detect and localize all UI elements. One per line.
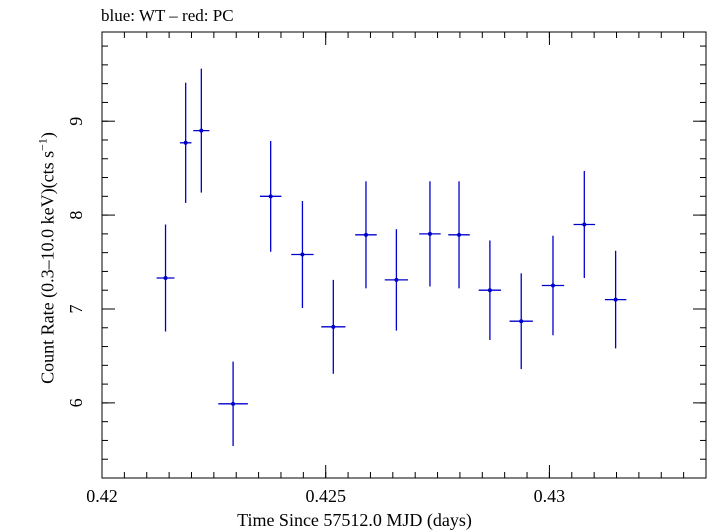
point-marker <box>268 194 273 199</box>
data-point <box>604 250 627 349</box>
x-tick-label: 0.43 <box>534 486 566 506</box>
point-marker <box>163 276 168 281</box>
y-axis-label-suffix: ) <box>37 132 58 139</box>
data-point <box>509 273 533 370</box>
data-point <box>259 140 282 252</box>
point-marker <box>394 277 399 282</box>
tick-labels: 0.42 0.425 0.43 6 7 8 9 <box>66 117 565 506</box>
data-marks <box>156 68 627 447</box>
data-point <box>478 240 502 340</box>
point-marker <box>199 128 204 133</box>
plot-frame <box>101 31 707 479</box>
data-point <box>541 235 565 336</box>
x-axis-label: Time Since 57512.0 MJD (days) <box>237 510 472 530</box>
chart-title: blue: WT – red: PC <box>101 6 234 25</box>
point-marker <box>300 252 305 257</box>
point-marker <box>457 232 462 237</box>
point-marker <box>519 319 524 324</box>
data-point <box>573 170 596 279</box>
y-axis-label-prefix: Count Rate (0.3–10.0 keV)(cts s <box>37 150 58 384</box>
point-marker <box>183 140 188 145</box>
point-marker <box>487 288 492 293</box>
x-tick-label: 0.425 <box>305 486 346 506</box>
point-marker <box>331 324 336 329</box>
y-tick-label: 8 <box>66 211 86 220</box>
y-tick-label: 6 <box>66 398 86 407</box>
data-point <box>291 201 314 309</box>
point-marker <box>582 222 587 227</box>
data-point <box>179 82 192 203</box>
point-marker <box>231 401 236 406</box>
data-point <box>419 181 441 287</box>
data-point <box>355 181 377 289</box>
data-point <box>193 68 210 193</box>
y-tick-label: 9 <box>66 117 86 126</box>
data-point <box>321 279 346 374</box>
point-marker <box>427 231 432 236</box>
point-marker <box>613 297 618 302</box>
data-point <box>448 181 470 289</box>
axis-ticks <box>101 32 707 479</box>
y-axis-label: Count Rate (0.3–10.0 keV)(cts s−1) <box>36 132 59 384</box>
data-point <box>156 224 175 332</box>
y-axis-label-superscript: −1 <box>35 138 50 151</box>
y-tick-label: 7 <box>66 304 86 313</box>
data-point <box>384 229 409 331</box>
data-point <box>218 361 248 447</box>
point-marker <box>363 232 368 237</box>
point-marker <box>550 283 555 288</box>
x-tick-label: 0.42 <box>86 486 118 506</box>
